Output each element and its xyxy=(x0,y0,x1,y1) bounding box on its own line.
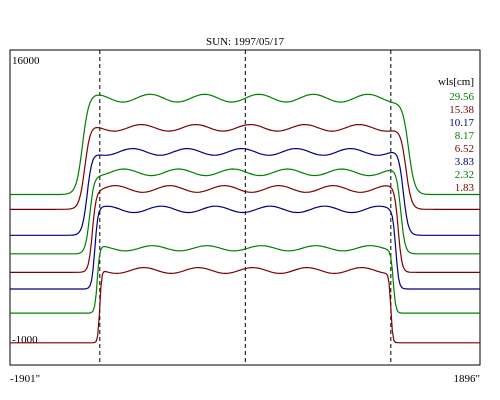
marker-lines xyxy=(99,50,392,365)
series-line-6 xyxy=(10,245,480,314)
legend-entry-1: 15.38 xyxy=(449,104,474,116)
x-max-label: 1896" xyxy=(454,373,481,385)
legend-entry-7: 1.83 xyxy=(455,182,475,194)
x-min-label: -1901" xyxy=(10,373,40,385)
series-line-3 xyxy=(10,168,480,255)
legend-entry-4: 6.52 xyxy=(455,143,474,155)
y-bottom-label: -1000 xyxy=(12,334,38,346)
series-line-5 xyxy=(10,205,480,290)
series-line-1 xyxy=(10,124,480,210)
chart-title: SUN: 1997/05/17 xyxy=(206,36,284,48)
series-line-7 xyxy=(10,267,480,344)
y-top-label: 16000 xyxy=(12,55,40,67)
series-lines xyxy=(10,93,480,344)
legend-title: wls[cm] xyxy=(438,76,474,88)
legend-entry-2: 10.17 xyxy=(449,117,474,129)
series-line-4 xyxy=(10,184,480,273)
series-line-0 xyxy=(10,93,480,196)
legend-entry-5: 3.83 xyxy=(455,156,475,168)
series-line-2 xyxy=(10,148,480,236)
legend-entry-6: 2.32 xyxy=(455,169,474,181)
legend-entry-0: 29.56 xyxy=(449,91,474,103)
legend-entry-3: 8.17 xyxy=(455,130,475,142)
